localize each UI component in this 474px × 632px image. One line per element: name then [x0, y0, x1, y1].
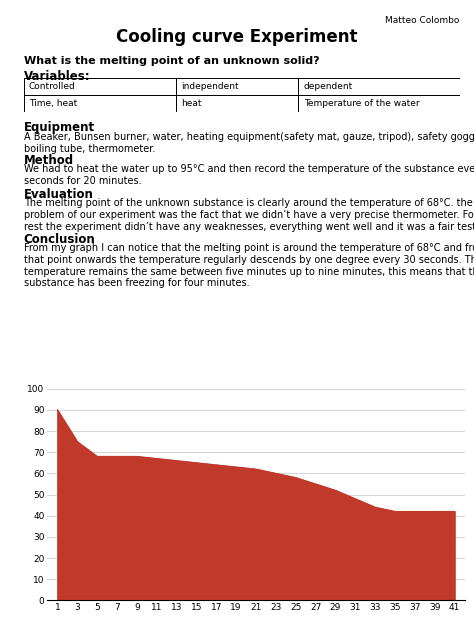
Text: What is the melting point of an unknown solid?: What is the melting point of an unknown …: [24, 56, 319, 66]
Text: Time, heat: Time, heat: [29, 99, 77, 108]
Text: A Beaker, Bunsen burner, water, heating equipment(safety mat, gauze, tripod), sa: A Beaker, Bunsen burner, water, heating …: [24, 132, 474, 154]
Text: independent: independent: [182, 82, 239, 91]
Text: Conclusion: Conclusion: [24, 233, 95, 246]
FancyBboxPatch shape: [299, 95, 460, 112]
Text: We had to heat the water up to 95°C and then record the temperature of the subst: We had to heat the water up to 95°C and …: [24, 164, 474, 186]
Text: From my graph I can notice that the melting point is around the temperature of 6: From my graph I can notice that the melt…: [24, 243, 474, 288]
Text: Evaluation: Evaluation: [24, 188, 93, 201]
Text: Controlled: Controlled: [29, 82, 76, 91]
Text: Method: Method: [24, 154, 74, 167]
FancyBboxPatch shape: [176, 95, 299, 112]
Text: The melting point of the unknown substance is clearly around the temperature of : The melting point of the unknown substan…: [24, 198, 474, 232]
FancyBboxPatch shape: [24, 78, 176, 95]
Text: Temperature of the water: Temperature of the water: [304, 99, 419, 108]
Text: heat: heat: [182, 99, 202, 108]
Text: Matteo Colombo: Matteo Colombo: [385, 16, 460, 25]
Text: Variables:: Variables:: [24, 70, 91, 83]
FancyBboxPatch shape: [299, 78, 460, 95]
FancyBboxPatch shape: [24, 95, 176, 112]
Text: Equipment: Equipment: [24, 121, 95, 135]
Text: Cooling curve Experiment: Cooling curve Experiment: [116, 28, 358, 46]
FancyBboxPatch shape: [176, 78, 299, 95]
Text: dependent: dependent: [304, 82, 353, 91]
